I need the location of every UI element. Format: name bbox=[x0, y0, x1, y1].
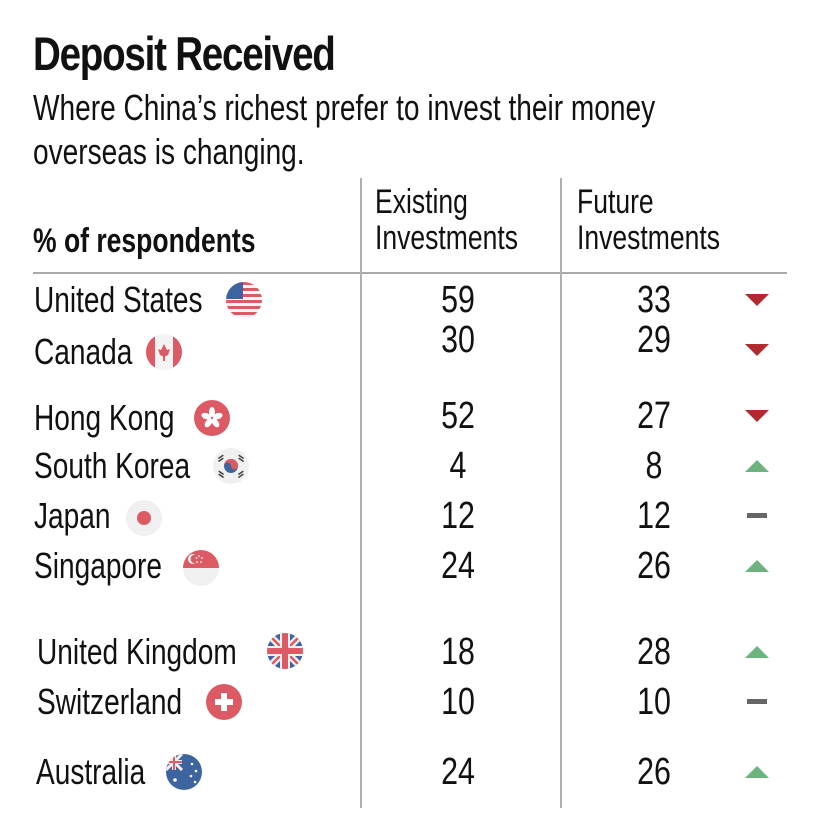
existing-value: 24 bbox=[441, 751, 475, 793]
japan-flag-icon bbox=[126, 500, 162, 536]
country-name: Switzerland bbox=[37, 681, 183, 722]
future-value: 33 bbox=[637, 279, 671, 321]
table-row: Hong Kong 52 27 bbox=[0, 394, 826, 438]
country-name: Australia bbox=[36, 751, 146, 792]
future-value: 10 bbox=[637, 681, 671, 723]
trend-up-icon bbox=[745, 460, 769, 472]
existing-value: 4 bbox=[449, 445, 467, 487]
singapore-flag-icon bbox=[183, 550, 219, 586]
us-flag-icon bbox=[226, 282, 262, 318]
future-value: 8 bbox=[645, 445, 663, 487]
table-row: South Korea 4 8 bbox=[0, 444, 826, 488]
trend-unchanged-icon bbox=[747, 513, 767, 518]
future-value: 12 bbox=[637, 495, 671, 537]
hong-kong-flag-icon bbox=[194, 400, 230, 436]
country-label: Japan bbox=[34, 494, 132, 538]
existing-value: 52 bbox=[441, 395, 475, 437]
future-header-line2: Investments bbox=[577, 219, 720, 257]
country-label: Australia bbox=[36, 750, 176, 794]
table-row: Australia 24 26 bbox=[0, 750, 826, 794]
existing-header-line2: Investments bbox=[375, 219, 518, 257]
table-row: Canada 30 29 bbox=[0, 319, 826, 374]
country-label: Canada bbox=[34, 330, 160, 374]
existing-value: 59 bbox=[441, 279, 475, 321]
country-label: Switzerland bbox=[37, 680, 223, 724]
south-korea-flag-icon bbox=[213, 448, 249, 484]
trend-unchanged-icon bbox=[747, 699, 767, 704]
country-label: United States bbox=[34, 278, 250, 322]
trend-down-icon bbox=[745, 410, 769, 422]
trend-down-icon bbox=[745, 294, 769, 306]
row-header-label: % of respondents bbox=[33, 222, 256, 260]
country-name: Hong Kong bbox=[34, 397, 175, 438]
future-header-line1: Future bbox=[577, 183, 654, 221]
country-name: Canada bbox=[34, 331, 133, 372]
future-value: 29 bbox=[637, 319, 671, 361]
existing-value: 18 bbox=[441, 631, 475, 673]
country-name: United States bbox=[34, 279, 203, 320]
header-divider bbox=[33, 272, 787, 274]
chart-subtitle: Where China’s richest prefer to invest t… bbox=[33, 87, 656, 172]
canada-flag-icon bbox=[146, 334, 182, 370]
country-name: South Korea bbox=[34, 445, 191, 486]
country-name: United Kingdom bbox=[37, 631, 237, 672]
chart-title: Deposit Received bbox=[33, 27, 336, 80]
future-value: 27 bbox=[637, 395, 671, 437]
country-label: United Kingdom bbox=[37, 630, 293, 674]
existing-investments-header: Existing Investments bbox=[375, 184, 518, 256]
table-row: Switzerland 10 10 bbox=[0, 680, 826, 724]
existing-value: 30 bbox=[441, 319, 475, 361]
future-value: 26 bbox=[637, 751, 671, 793]
existing-header-line1: Existing bbox=[375, 183, 468, 221]
country-name: Singapore bbox=[34, 545, 163, 586]
trend-up-icon bbox=[745, 560, 769, 572]
country-name: Japan bbox=[34, 495, 111, 536]
column-divider-2 bbox=[560, 178, 562, 808]
switzerland-flag-icon bbox=[206, 684, 242, 720]
future-value: 28 bbox=[637, 631, 671, 673]
table-row: United States 59 33 bbox=[0, 278, 826, 322]
table-row: Singapore 24 26 bbox=[0, 544, 826, 588]
future-investments-header: Future Investments bbox=[577, 184, 720, 256]
uk-flag-icon bbox=[267, 633, 303, 669]
existing-value: 10 bbox=[441, 681, 475, 723]
australia-flag-icon bbox=[166, 754, 202, 790]
existing-value: 12 bbox=[441, 495, 475, 537]
trend-up-icon bbox=[745, 766, 769, 778]
table-row: Japan 12 12 bbox=[0, 494, 826, 538]
country-label: Hong Kong bbox=[34, 396, 214, 440]
future-value: 26 bbox=[637, 545, 671, 587]
existing-value: 24 bbox=[441, 545, 475, 587]
country-label: Singapore bbox=[34, 544, 198, 588]
trend-down-icon bbox=[745, 344, 769, 356]
column-divider-1 bbox=[360, 178, 362, 808]
trend-up-icon bbox=[745, 646, 769, 658]
country-label: South Korea bbox=[34, 444, 234, 488]
table-row: United Kingdom 18 28 bbox=[0, 630, 826, 674]
